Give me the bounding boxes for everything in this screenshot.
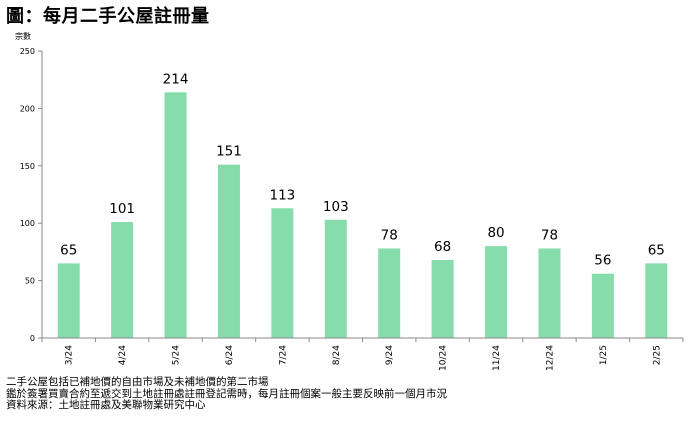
bar [645,263,668,338]
bar [591,273,614,338]
data-label: 151 [216,144,242,160]
x-category-label: 9/24 [385,345,395,365]
data-label: 101 [109,201,135,217]
x-category-label: 10/24 [439,345,449,371]
y-tick-label: 250 [20,47,35,56]
x-category-label: 6/24 [225,345,235,365]
y-tick-label: 0 [30,334,35,343]
data-label: 56 [594,253,611,269]
x-category-label: 7/24 [278,345,288,365]
bar [378,248,401,338]
bar [217,164,240,338]
bar [111,222,134,338]
y-tick-label: 200 [20,104,35,113]
x-category-label: 2/25 [652,345,662,365]
data-label: 80 [487,225,504,241]
footnote-registration-lag: 鑑於簽署買賣合約至遞交到土地註冊處註冊登記需時，每月註冊個案一般主要反映前一個月… [6,387,447,400]
data-label: 78 [381,227,398,243]
y-tick-label: 150 [20,162,35,171]
x-category-label: 5/24 [172,345,182,365]
data-label: 103 [323,199,349,215]
bar [271,208,294,338]
x-category-label: 1/25 [599,345,609,365]
data-label: 113 [269,187,295,203]
bar [324,219,347,338]
bar-chart: 宗數 0 50 100 150 200 250 65 101 214 151 113 103 78 68… [15,31,684,371]
y-axis-label: 宗數 [15,31,31,41]
bar [485,246,508,338]
data-label: 214 [163,71,189,87]
data-label: 65 [648,242,665,258]
bar [431,259,454,338]
x-category-label: 4/24 [118,345,128,365]
data-label: 68 [434,239,451,255]
data-label: 65 [60,242,77,258]
x-category-label: 3/24 [65,345,75,365]
x-category-label: 11/24 [492,345,502,371]
x-category-label: 12/24 [545,345,555,371]
bar [164,92,187,338]
x-category-label: 8/24 [332,345,342,365]
y-tick-label: 50 [25,277,35,286]
bar [57,263,80,338]
data-label: 78 [541,227,558,243]
footnote-source: 資料來源：土地註冊處及美聯物業研究中心 [6,399,206,411]
chart-title: 圖：每月二手公屋註冊量 [6,6,210,27]
footnotes: 二手公屋包括已補地價的自由市場及未補地價的第二市場 鑑於簽署買賣合約至遞交到土地… [6,376,447,412]
y-tick-label: 100 [20,219,35,228]
footnote-definition: 二手公屋包括已補地價的自由市場及未補地價的第二市場 [6,376,269,388]
bar [538,248,561,338]
